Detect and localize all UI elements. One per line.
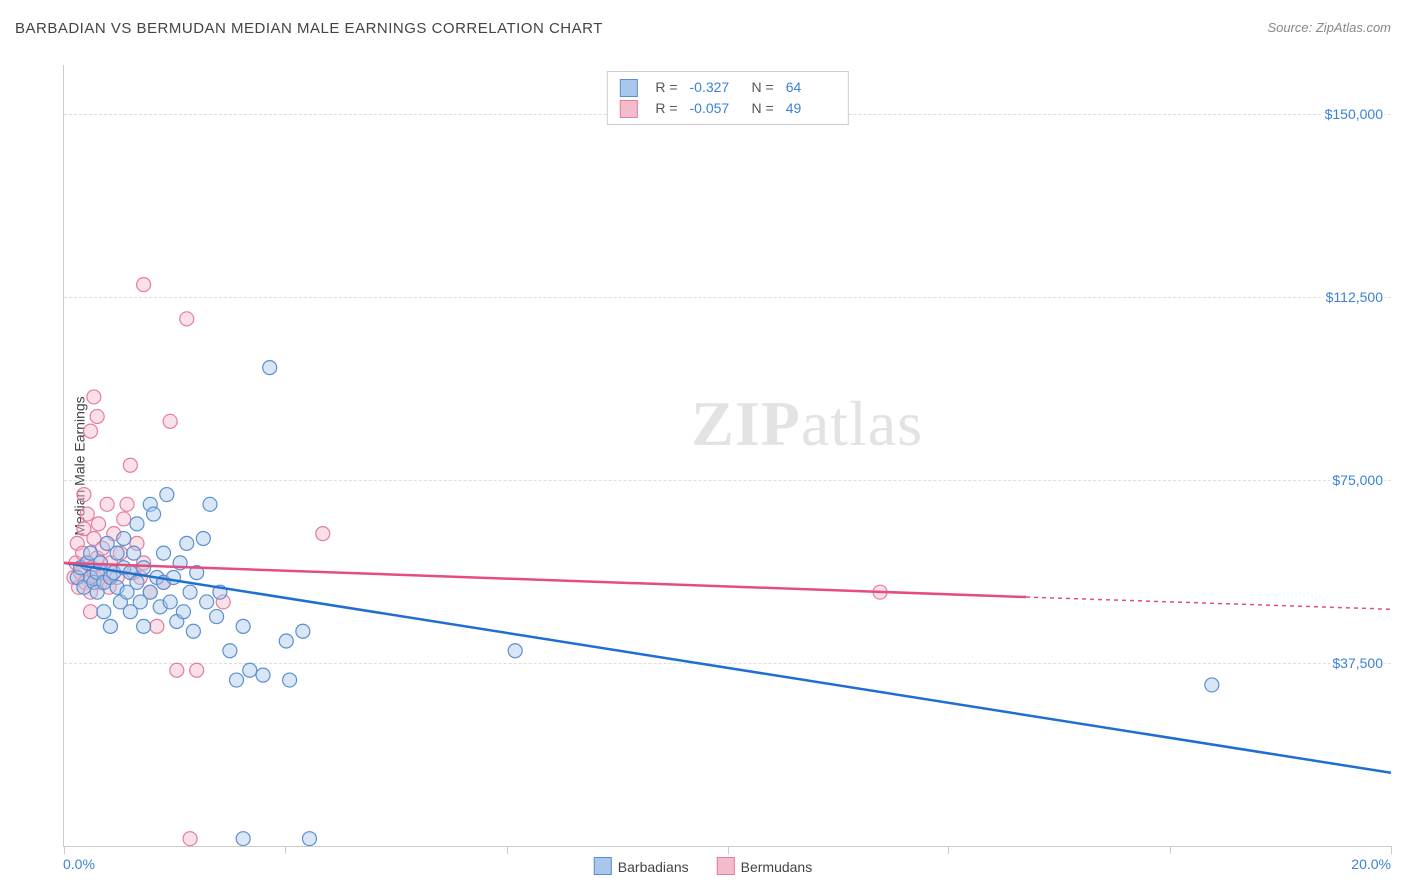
scatter-point: [196, 531, 210, 545]
scatter-point: [92, 517, 106, 531]
source-label: Source: ZipAtlas.com: [1267, 20, 1391, 35]
scatter-point: [137, 278, 151, 292]
scatter-point: [223, 644, 237, 658]
x-tick: [64, 846, 65, 854]
scatter-point: [183, 832, 197, 846]
scatter-point: [243, 663, 257, 677]
scatter-point: [230, 673, 244, 687]
scatter-point: [186, 624, 200, 638]
x-tick: [285, 846, 286, 854]
stats-row: R = -0.057 N = 49: [619, 98, 835, 119]
x-axis-max-label: 20.0%: [1351, 856, 1391, 872]
scatter-point: [166, 571, 180, 585]
scatter-point: [508, 644, 522, 658]
n-label: N =: [752, 98, 774, 119]
scatter-point: [183, 585, 197, 599]
scatter-point: [80, 507, 94, 521]
n-value: 64: [786, 77, 836, 98]
scatter-point: [117, 512, 131, 526]
scatter-point: [180, 312, 194, 326]
x-tick: [1391, 846, 1392, 854]
x-tick: [507, 846, 508, 854]
scatter-point: [263, 361, 277, 375]
scatter-point: [90, 409, 104, 423]
x-axis-min-label: 0.0%: [63, 856, 95, 872]
scatter-point: [316, 527, 330, 541]
scatter-point: [170, 663, 184, 677]
chart-container: Median Male Earnings ZIPatlas R =-0.327N…: [15, 55, 1391, 877]
legend-label: Barbadians: [618, 859, 689, 875]
n-label: N =: [752, 77, 774, 98]
scatter-point: [143, 585, 157, 599]
scatter-point: [127, 546, 141, 560]
scatter-point: [157, 546, 171, 560]
scatter-point: [84, 605, 98, 619]
scatter-point: [103, 619, 117, 633]
scatter-point: [150, 619, 164, 633]
series-swatch: [619, 100, 637, 118]
r-value: -0.057: [690, 98, 740, 119]
r-label: R =: [655, 98, 677, 119]
scatter-point: [176, 605, 190, 619]
series-swatch: [717, 857, 735, 875]
scatter-point: [180, 536, 194, 550]
scatter-point: [120, 497, 134, 511]
scatter-point: [117, 531, 131, 545]
scatter-point: [100, 497, 114, 511]
scatter-point: [97, 605, 111, 619]
scatter-point: [87, 390, 101, 404]
scatter-point: [160, 488, 174, 502]
scatter-point: [163, 595, 177, 609]
x-tick: [948, 846, 949, 854]
scatter-point: [130, 517, 144, 531]
scatter-svg: [64, 65, 1391, 846]
stats-legend-box: R = -0.327 N = 64 R = -0.057 N = 49: [606, 71, 848, 125]
scatter-point: [236, 832, 250, 846]
stats-row: R = -0.327 N = 64: [619, 77, 835, 98]
series-swatch: [619, 79, 637, 97]
scatter-point: [210, 610, 224, 624]
scatter-point: [203, 497, 217, 511]
scatter-point: [296, 624, 310, 638]
series-legend: Barbadians Bermudans: [594, 857, 812, 875]
n-value: 49: [786, 98, 836, 119]
scatter-point: [77, 488, 91, 502]
x-tick: [728, 846, 729, 854]
trend-line-extrapolated: [1026, 597, 1391, 609]
scatter-point: [1205, 678, 1219, 692]
scatter-point: [84, 424, 98, 438]
chart-title: BARBADIAN VS BERMUDAN MEDIAN MALE EARNIN…: [15, 20, 603, 37]
legend-item: Bermudans: [717, 857, 813, 875]
scatter-point: [190, 663, 204, 677]
scatter-point: [147, 507, 161, 521]
x-tick: [1170, 846, 1171, 854]
scatter-point: [236, 619, 250, 633]
plot-area: ZIPatlas R =-0.327N =64R =-0.057N =49 $3…: [63, 65, 1391, 847]
scatter-point: [137, 561, 151, 575]
r-value: -0.327: [690, 77, 740, 98]
scatter-point: [283, 673, 297, 687]
scatter-point: [110, 546, 124, 560]
scatter-point: [279, 634, 293, 648]
scatter-point: [200, 595, 214, 609]
scatter-point: [130, 575, 144, 589]
trend-line: [64, 563, 1026, 597]
scatter-point: [163, 414, 177, 428]
scatter-point: [123, 458, 137, 472]
legend-item: Barbadians: [594, 857, 689, 875]
scatter-point: [137, 619, 151, 633]
series-swatch: [594, 857, 612, 875]
scatter-point: [256, 668, 270, 682]
legend-label: Bermudans: [741, 859, 813, 875]
scatter-point: [302, 832, 316, 846]
r-label: R =: [655, 77, 677, 98]
